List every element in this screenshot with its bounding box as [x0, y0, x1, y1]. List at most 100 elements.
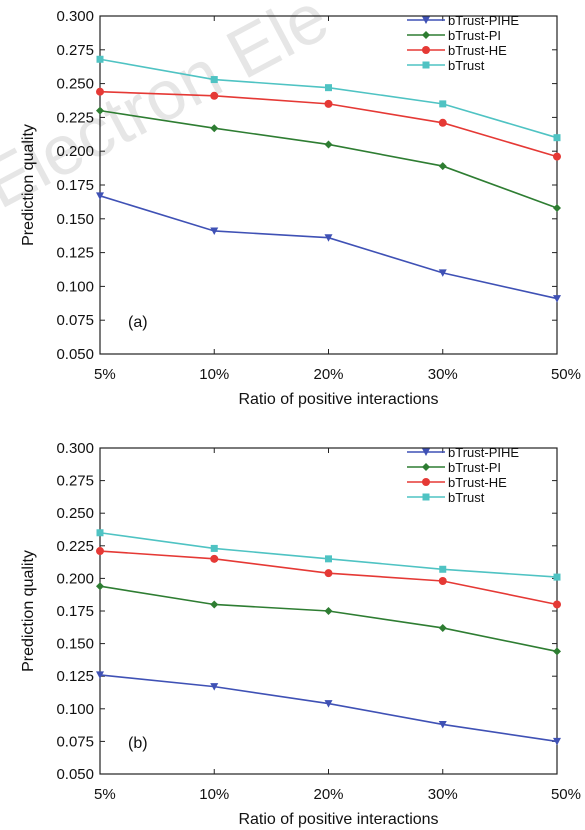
data-point-btrust-he — [210, 554, 219, 563]
y-tick-label: 0.125 — [56, 668, 94, 685]
data-point-btrust-he — [210, 91, 219, 100]
legend-label: bTrust-HE — [448, 475, 507, 490]
y-tick-label: 0.275 — [56, 473, 94, 490]
data-point-btrust — [96, 55, 104, 63]
series-line-btrust-pi — [99, 585, 558, 653]
y-tick-label: 0.275 — [56, 42, 94, 59]
x-tick-label: 20% — [313, 366, 343, 383]
y-tick-label: 0.150 — [56, 636, 94, 653]
legend-label: bTrust-PI — [448, 460, 501, 475]
y-tick-label: 0.100 — [56, 701, 94, 718]
legend-marker — [422, 463, 430, 471]
panel-label-a: (a) — [128, 314, 148, 331]
data-point-btrust — [439, 100, 447, 108]
y-tick-label: 0.300 — [56, 440, 94, 457]
y-axis-label: Prediction quality — [20, 124, 37, 246]
data-point-btrust-pi — [210, 124, 219, 133]
legend-label: bTrust-PIHE — [448, 13, 519, 28]
y-tick-label: 0.150 — [56, 211, 94, 228]
data-point-btrust-pihe — [324, 234, 333, 242]
data-point-btrust-pihe — [553, 737, 561, 746]
series-line-btrust-pihe — [99, 195, 558, 300]
y-tick-label: 0.175 — [56, 177, 94, 194]
data-point-btrust-he — [553, 152, 561, 161]
x-tick-label: 50% — [551, 366, 581, 383]
data-point-btrust-pi — [210, 600, 219, 609]
data-point-btrust-pi — [96, 582, 104, 591]
x-tick-label: 5% — [94, 366, 116, 383]
legend-label: bTrust-PIHE — [448, 445, 519, 460]
y-tick-label: 0.225 — [56, 538, 94, 555]
series-line-btrust-pihe — [99, 674, 558, 743]
legend-label: bTrust-HE — [448, 43, 507, 58]
y-tick-label: 0.175 — [56, 603, 94, 620]
legend-marker — [422, 46, 430, 54]
y-tick-label: 0.200 — [56, 570, 94, 587]
y-tick-label: 0.050 — [56, 346, 94, 363]
data-point-btrust-pi — [96, 106, 104, 115]
data-point-btrust-he — [324, 569, 333, 578]
chart-panel-b: 0.050 0.075 0.100 0.125 0.150 0.175 0.200 0.225… — [20, 440, 581, 828]
watermark: Electron Ele — [0, 0, 340, 223]
x-tick-label: 10% — [199, 366, 229, 383]
data-point-btrust-pi — [438, 162, 447, 171]
y-tick-label: 0.075 — [56, 733, 94, 750]
legend-marker — [422, 31, 430, 39]
y-tick-label: 0.300 — [56, 8, 94, 25]
x-tick-label: 5% — [94, 786, 116, 803]
legend-label: bTrust — [448, 58, 485, 73]
legend-label: bTrust-PI — [448, 28, 501, 43]
y-tick-label: 0.225 — [56, 109, 94, 126]
legend-marker — [422, 478, 430, 486]
data-point-btrust — [210, 76, 218, 84]
x-tick-label: 50% — [551, 786, 581, 803]
data-point-btrust-pihe — [438, 720, 447, 729]
panel-label-b: (b) — [128, 735, 148, 752]
legend-marker — [422, 16, 430, 24]
data-point-btrust-pihe — [324, 700, 333, 708]
y-tick-label: 0.050 — [56, 766, 94, 783]
data-point-btrust-pihe — [96, 671, 104, 679]
data-point-btrust — [325, 555, 332, 563]
x-tick-label: 30% — [428, 366, 458, 383]
data-point-btrust — [553, 573, 561, 581]
data-point-btrust-pihe — [210, 227, 219, 235]
data-point-btrust-he — [553, 600, 561, 609]
chart-panel-a: 0.050 0.075 0.100 0.125 0.150 0.175 0.200 0.225… — [20, 8, 581, 408]
legend-marker — [422, 448, 430, 456]
data-point-btrust-pi — [324, 140, 333, 149]
x-tick-label: 30% — [428, 786, 458, 803]
x-axis-label: Ratio of positive interactions — [238, 391, 438, 408]
y-tick-label: 0.075 — [56, 312, 94, 329]
y-tick-label: 0.200 — [56, 143, 94, 160]
data-point-btrust — [325, 84, 332, 92]
data-point-btrust-pi — [553, 647, 561, 656]
data-point-btrust-he — [438, 577, 447, 586]
data-point-btrust — [553, 134, 561, 142]
legend-marker — [422, 61, 430, 69]
y-tick-label: 0.100 — [56, 278, 94, 295]
data-point-btrust — [96, 529, 104, 537]
data-point-btrust-pi — [324, 607, 333, 615]
data-point-btrust-pihe — [96, 192, 104, 200]
y-tick-label: 0.125 — [56, 245, 94, 262]
x-axis-label: Ratio of positive interactions — [238, 811, 438, 828]
y-axis-label: Prediction quality — [20, 550, 37, 672]
data-point-btrust-pihe — [438, 269, 447, 277]
legend-label: bTrust — [448, 490, 485, 505]
y-tick-label: 0.250 — [56, 76, 94, 93]
data-point-btrust-pihe — [553, 295, 561, 303]
data-point-btrust-he — [96, 87, 104, 96]
data-point-btrust-he — [438, 118, 447, 127]
data-point-btrust-pihe — [210, 683, 219, 691]
x-tick-label: 20% — [313, 786, 343, 803]
data-point-btrust-he — [324, 99, 333, 108]
data-point-btrust-pi — [553, 203, 561, 212]
data-point-btrust-he — [96, 547, 104, 556]
data-point-btrust — [210, 544, 218, 552]
legend-marker — [422, 493, 430, 501]
data-point-btrust-pi — [438, 623, 447, 632]
data-point-btrust — [439, 565, 447, 573]
y-tick-label: 0.250 — [56, 505, 94, 522]
